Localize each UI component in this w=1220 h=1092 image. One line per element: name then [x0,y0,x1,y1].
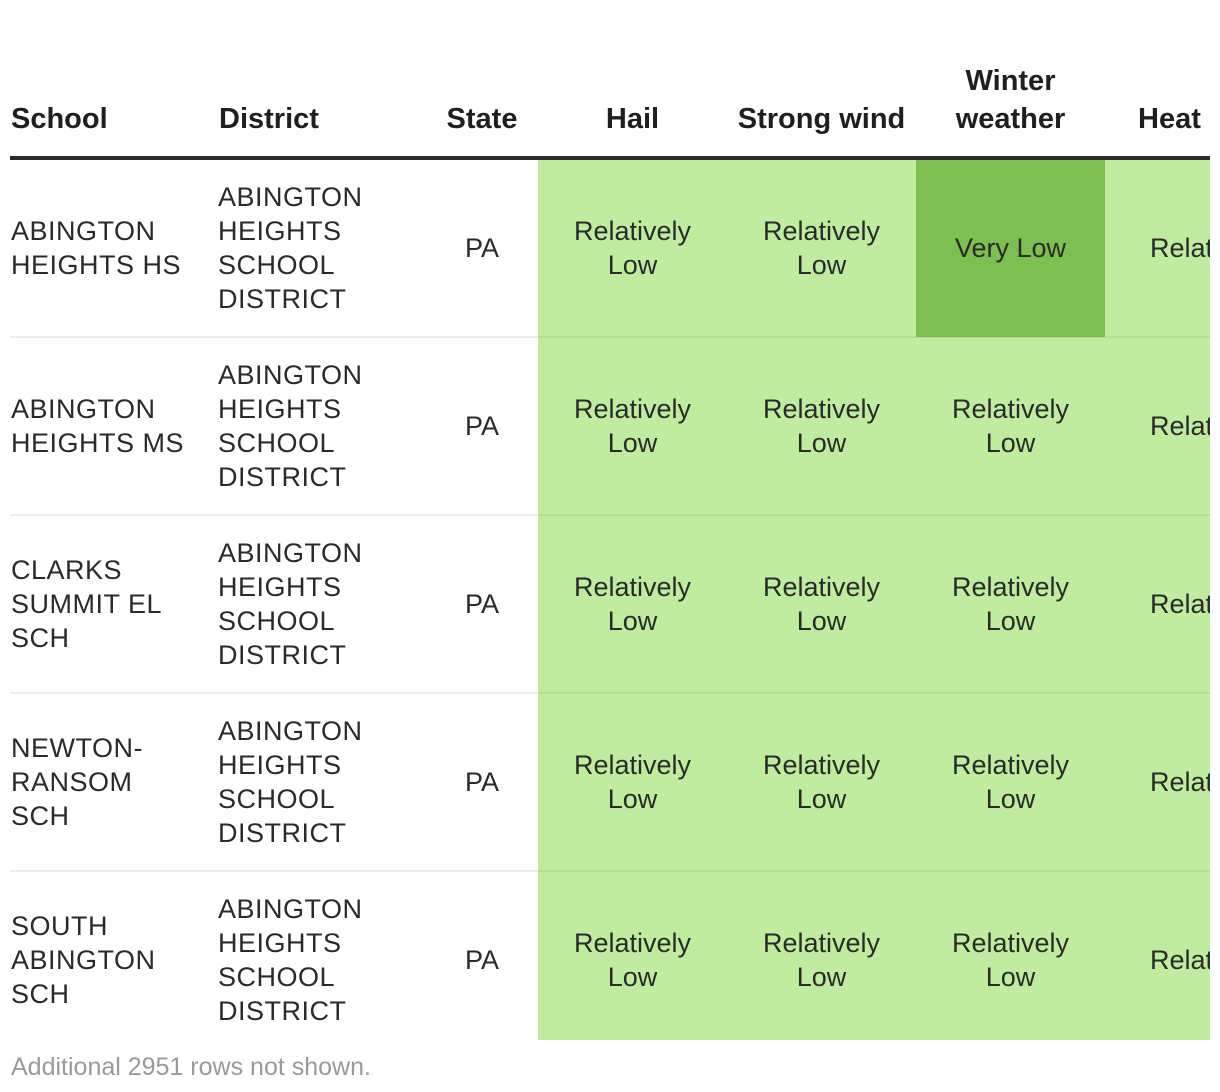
risk-table: School District State Hail Strong wind W… [10,0,1210,1040]
header-row: School District State Hail Strong wind W… [10,0,1210,160]
winter-weather-risk-cell: Relatively Low [916,871,1105,1040]
school-cell: ABINGTON HEIGHTS HS [10,158,218,338]
school-cell: CLARKS SUMMIT EL SCH [10,515,218,694]
heat-risk-cell: Relat Lo [1105,871,1210,1040]
heat-risk-cell: Relat Lo [1105,337,1210,516]
heat-risk-cell: Relat Lo [1105,515,1210,694]
table-body: ABINGTON HEIGHTS HS ABINGTON HEIGHTS SCH… [10,158,1210,1040]
hail-risk-cell: Relatively Low [538,158,727,338]
strong-wind-risk-cell: Relatively Low [727,871,916,1040]
winter-weather-risk-cell: Relatively Low [916,337,1105,516]
district-cell: ABINGTON HEIGHTS SCHOOL DISTRICT [218,158,426,338]
hail-risk-cell: Relatively Low [538,693,727,872]
hail-risk-cell: Relatively Low [538,515,727,694]
district-cell: ABINGTON HEIGHTS SCHOOL DISTRICT [218,515,426,694]
school-cell: SOUTH ABINGTON SCH [11,911,156,1009]
state-cell: PA [426,158,538,338]
heat-risk-cell: Relat Lo [1105,158,1210,338]
column-header-school[interactable]: School [10,0,218,160]
table-row: ABINGTON HEIGHTS MS ABINGTON HEIGHTS SCH… [10,337,1210,516]
school-cell: NEWTON-RANSOM SCH [10,693,218,872]
district-cell: ABINGTON HEIGHTS SCHOOL DISTRICT [218,894,363,1026]
state-cell: PA [426,515,538,694]
state-cell: PA [464,945,499,975]
strong-wind-risk-cell: Relatively Low [727,693,916,872]
winter-weather-risk-cell: Very Low [916,158,1105,338]
strong-wind-risk-cell: Relatively Low [727,158,916,338]
hail-risk-cell: Relatively Low [538,871,727,1040]
column-header-heat[interactable]: Heat [1105,0,1210,160]
heat-risk-cell: Relat Lo [1105,693,1210,872]
table-row: SOUTH ABINGTON SCH ABINGTON HEIGHTS SCHO… [10,871,1210,1040]
strong-wind-risk-cell: Relatively Low [727,337,916,516]
state-cell: PA [426,693,538,872]
table-header: School District State Hail Strong wind W… [10,0,1210,160]
column-header-winter-weather[interactable]: Winter weather [916,0,1105,160]
column-header-strong-wind[interactable]: Strong wind [727,0,916,160]
district-cell: ABINGTON HEIGHTS SCHOOL DISTRICT [218,693,426,872]
table-row: CLARKS SUMMIT EL SCH ABINGTON HEIGHTS SC… [10,515,1210,694]
table-row: ABINGTON HEIGHTS HS ABINGTON HEIGHTS SCH… [10,158,1210,338]
hail-risk-cell: Relatively Low [538,337,727,516]
table-row: NEWTON-RANSOM SCH ABINGTON HEIGHTS SCHOO… [10,693,1210,872]
district-cell: ABINGTON HEIGHTS SCHOOL DISTRICT [218,337,426,516]
column-header-district[interactable]: District [218,0,426,160]
column-header-state[interactable]: State [426,0,538,160]
column-header-hail[interactable]: Hail [538,0,727,160]
winter-weather-risk-cell: Relatively Low [916,515,1105,694]
school-cell: ABINGTON HEIGHTS MS [10,337,218,516]
risk-table-container: School District State Hail Strong wind W… [10,0,1210,1040]
strong-wind-risk-cell: Relatively Low [727,515,916,694]
winter-weather-risk-cell: Relatively Low [916,693,1105,872]
state-cell: PA [426,337,538,516]
rows-not-shown-note: Additional 2951 rows not shown. [11,1053,371,1081]
